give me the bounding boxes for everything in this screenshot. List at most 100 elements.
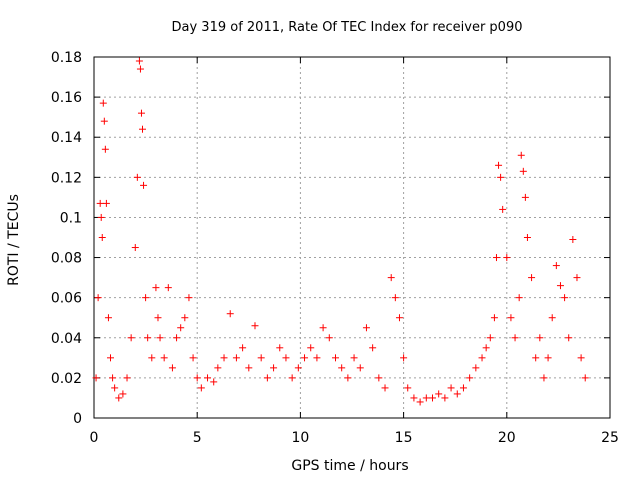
data-point <box>177 324 185 332</box>
data-point <box>556 282 564 290</box>
y-tick-label: 0.12 <box>51 170 82 186</box>
y-tick-label: 0.16 <box>51 90 82 106</box>
data-point <box>181 314 189 322</box>
data-point <box>104 314 112 322</box>
data-point <box>492 254 500 262</box>
x-tick-label: 25 <box>601 430 619 446</box>
data-point <box>523 234 531 241</box>
data-point <box>251 322 259 330</box>
data-point <box>331 354 339 362</box>
data-point <box>97 213 105 221</box>
data-point <box>164 284 172 292</box>
data-point <box>536 334 544 342</box>
y-axis-label: ROTI / TECUs <box>6 194 22 286</box>
data-point <box>400 354 408 362</box>
data-point <box>338 364 346 372</box>
data-point <box>107 354 115 362</box>
data-point <box>577 354 585 362</box>
plot-frame <box>93 56 611 419</box>
data-point <box>115 394 123 402</box>
data-point <box>552 262 560 270</box>
data-point <box>144 334 152 342</box>
data-point <box>404 384 412 392</box>
data-point <box>160 354 168 362</box>
data-point <box>136 65 144 73</box>
data-point <box>490 314 498 322</box>
data-point <box>416 398 424 406</box>
data-point <box>100 117 108 125</box>
data-point <box>387 274 395 282</box>
data-point <box>362 324 370 332</box>
data-point <box>301 354 309 362</box>
data-point <box>581 374 589 382</box>
data-point <box>319 324 327 332</box>
data-point <box>193 374 201 382</box>
data-point <box>245 364 253 372</box>
data-point <box>503 254 511 262</box>
x-tick-label: 5 <box>193 430 202 446</box>
data-point <box>391 294 399 302</box>
data-point <box>428 394 436 402</box>
data-point <box>185 294 193 302</box>
data-point <box>232 354 240 362</box>
data-point <box>453 390 461 398</box>
data-point <box>507 314 515 322</box>
data-point <box>307 344 315 352</box>
y-tick-label: 0.18 <box>51 50 82 66</box>
data-point <box>96 199 104 207</box>
data-point <box>101 145 109 153</box>
data-point <box>381 384 389 392</box>
data-point <box>294 364 302 372</box>
data-point <box>152 284 160 292</box>
data-point <box>137 109 145 117</box>
data-point <box>459 384 467 392</box>
data-point <box>435 390 443 398</box>
data-point <box>189 354 197 362</box>
data-point <box>573 274 581 282</box>
data-point <box>497 173 505 181</box>
data-point <box>123 374 131 382</box>
y-tick-label: 0.06 <box>51 291 82 307</box>
data-point <box>102 199 110 207</box>
y-tick-label: 0.14 <box>51 130 82 146</box>
data-point <box>369 344 377 352</box>
data-point <box>168 364 176 372</box>
data-point <box>263 374 271 382</box>
data-point <box>410 394 418 402</box>
y-tick-label: 0.1 <box>60 210 82 226</box>
y-tick-label: 0.04 <box>51 331 82 347</box>
y-tick-label: 0.08 <box>51 251 82 267</box>
data-point <box>127 334 135 342</box>
data-point <box>139 125 147 133</box>
data-point <box>478 354 486 362</box>
data-points <box>92 57 589 406</box>
data-point <box>135 57 143 65</box>
axis-ticks: 0 5 10 15 20 25 0 0.02 0.04 0.06 0.08 0.1 0.12 0.14 0.… <box>51 50 619 446</box>
data-point <box>540 374 548 382</box>
data-point <box>131 244 139 252</box>
data-point <box>142 294 150 302</box>
data-point <box>482 344 490 352</box>
y-tick-label: 0 <box>73 411 82 427</box>
data-point <box>140 181 148 189</box>
data-point <box>257 354 265 362</box>
data-point <box>356 364 364 372</box>
data-point <box>276 344 284 352</box>
data-point <box>499 205 507 213</box>
data-point <box>148 354 156 362</box>
x-tick-label: 0 <box>90 430 99 446</box>
data-point <box>119 390 127 398</box>
data-point <box>313 354 321 362</box>
data-point <box>495 161 503 169</box>
data-point <box>561 294 569 302</box>
data-point <box>511 334 519 342</box>
data-point <box>517 151 525 159</box>
data-point <box>519 167 527 175</box>
data-point <box>325 334 333 342</box>
data-point <box>270 364 278 372</box>
data-point <box>226 310 234 318</box>
data-point <box>220 354 228 362</box>
data-point <box>532 354 540 362</box>
data-point <box>239 344 247 352</box>
